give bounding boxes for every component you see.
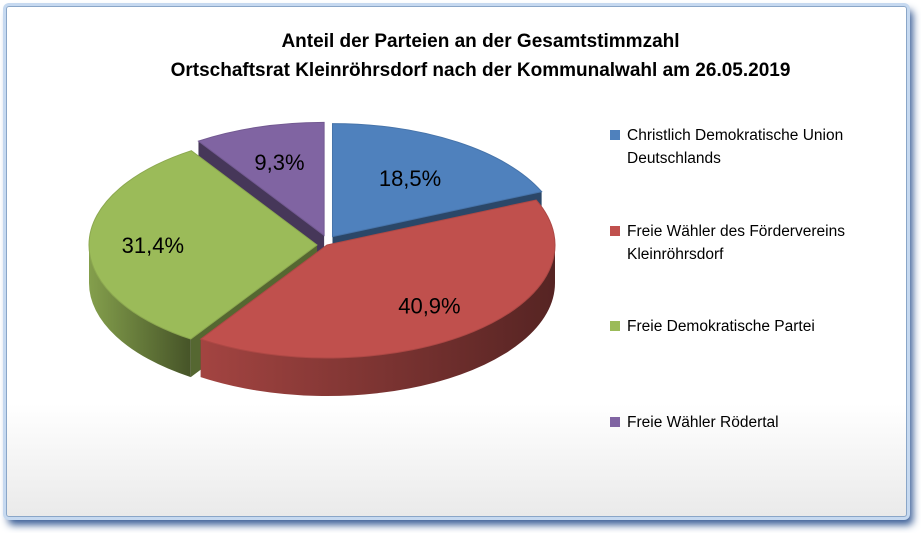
- legend-label-freie-waehler-foerderverein-line-2: Kleinröhrsdorf: [627, 246, 724, 263]
- legend-swatch-cdu: [610, 130, 620, 140]
- legend-swatch-fdp: [610, 321, 620, 331]
- legend-label-cdu-line-2: Deutschlands: [627, 150, 721, 167]
- legend-label-fdp: Freie Demokratische Partei: [627, 318, 815, 335]
- pie-slice-freie-waehler-roedertal: [197, 121, 325, 237]
- chart-title-line-2: Ortschaftsrat Kleinröhrsdorf nach der Ko…: [170, 60, 791, 81]
- legend-label-freie-waehler-roedertal: Freie Wähler Rödertal: [627, 414, 779, 431]
- legend-item-freie-waehler-roedertal: Freie Wähler Rödertal: [610, 411, 900, 434]
- pie-side-fdp: [89, 244, 191, 378]
- legend-item-cdu: Christlich Demokratische Union Deutschla…: [610, 124, 900, 170]
- data-label-fdp: 31,4%: [122, 233, 184, 258]
- legend-swatch-freie-waehler-roedertal: [610, 417, 620, 427]
- legend-item-fdp: Freie Demokratische Partei: [610, 315, 900, 338]
- pie-slice-freie-waehler-foerderverein: [199, 199, 556, 359]
- legend-swatch-freie-waehler-foerderverein: [610, 226, 620, 236]
- pie-slice-fdp: [88, 150, 318, 340]
- pie-side-freie-waehler-foerderverein: [200, 245, 555, 397]
- data-label-freie-waehler-foerderverein: 40,9%: [398, 294, 460, 319]
- pie-slice-cdu: [331, 123, 543, 238]
- legend-label-cdu: Christlich Demokratische Union: [627, 127, 844, 144]
- data-label-cdu: 18,5%: [379, 166, 441, 191]
- legend-label-freie-waehler-foerderverein: Freie Wähler des Fördervereins: [627, 223, 845, 240]
- data-label-freie-waehler-roedertal: 9,3%: [254, 150, 304, 175]
- chart-title-line-1: Anteil der Parteien an der Gesamtstimmza…: [281, 31, 680, 52]
- legend-item-freie-waehler-foerderverein: Freie Wähler des Fördervereins Kleinröhr…: [610, 220, 900, 266]
